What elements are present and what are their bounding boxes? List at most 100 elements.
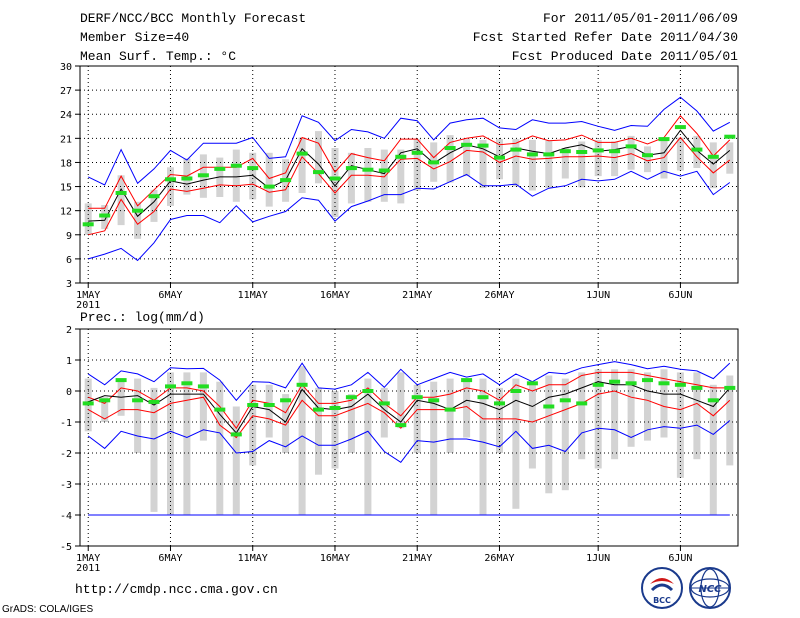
prec-range-bar [496, 387, 503, 453]
prec-range-bar [232, 406, 240, 515]
prec-y-tick-label: -1 [60, 418, 72, 429]
prec-x-tick-label: 6JUN [668, 553, 692, 564]
temp-x-tick-label: 6MAY [158, 290, 182, 301]
prec-range-bar [709, 384, 717, 515]
temp-observed-marker [707, 154, 719, 159]
temp-observed-marker [148, 194, 160, 199]
temp-observed-marker [197, 173, 209, 178]
prec-observed-marker [691, 385, 703, 390]
temp-x-tick-label: 26MAY [484, 290, 514, 301]
prec-observed-marker [362, 389, 374, 393]
temp-observed-marker [592, 148, 604, 153]
prec-range-bar [101, 397, 109, 422]
prec-range-bar [660, 369, 668, 438]
prec-x-tick-label: 26MAY [484, 553, 514, 564]
prec-range-bar [167, 372, 174, 515]
temp-range-bar [249, 152, 257, 200]
prec-y-tick-label: 0 [66, 387, 72, 398]
prec-observed-marker [214, 407, 226, 412]
prec-observed-marker [329, 406, 341, 410]
temp-range-bar [512, 139, 520, 187]
prec-observed-marker [461, 378, 473, 383]
temp-observed-marker [724, 134, 736, 139]
temp-observed-marker [477, 143, 489, 148]
temp-observed-marker [428, 160, 440, 165]
prec-range-bar [726, 375, 734, 466]
ncc-logo: NCC [689, 567, 731, 609]
bcc-logo-text: BCC [653, 596, 671, 605]
prec-observed-marker [181, 381, 193, 386]
prec-x-tick-label: 6MAY [158, 553, 182, 564]
temp-range-bar [644, 146, 651, 173]
temp-y-tick-label: 3 [66, 279, 72, 290]
prec-range-bar [199, 372, 207, 441]
forecast-period: For 2011/05/01-2011/06/09 [542, 11, 738, 26]
temp-x-tick-label: 1JUN [586, 290, 610, 301]
prec-range-bar [216, 381, 224, 515]
temp-observed-marker [510, 147, 522, 152]
prec-range-bar [397, 372, 405, 429]
prec-x-tick-label: 1JUN [586, 553, 610, 564]
prec-range-bar [282, 394, 290, 453]
prec-observed-marker [625, 381, 637, 386]
temp-x-tick-label: 21MAY [402, 290, 432, 301]
temp-mean-line [88, 129, 731, 222]
temp-observed-marker [411, 150, 423, 155]
temp-range-bar [413, 139, 421, 191]
prec-y-tick-label: -4 [60, 511, 72, 522]
temp-range-bar [611, 141, 619, 177]
prec-observed-marker [609, 379, 621, 384]
prec-observed-marker [428, 398, 440, 403]
prec-observed-marker [230, 432, 242, 437]
prec-range-bar [430, 381, 438, 515]
temp-observed-marker [132, 208, 144, 213]
temp-observed-marker [263, 184, 275, 189]
prec-y-tick-label: 2 [66, 325, 72, 336]
temp-x-tick-label: 6JUN [668, 290, 692, 301]
prec-observed-marker [115, 378, 127, 383]
prec-mean-line [88, 381, 731, 434]
temp-observed-marker [362, 167, 374, 172]
temp-observed-marker [691, 147, 703, 152]
temp-range-bar [726, 142, 734, 174]
precip-panel-title: Prec.: log(mm/d) [80, 310, 205, 325]
prec-observed-marker [263, 403, 275, 407]
temp-observed-marker [658, 137, 670, 142]
prec-observed-marker [707, 398, 719, 403]
prec-range-bar [315, 387, 322, 475]
prec-observed-marker [345, 395, 357, 400]
forecast-start-date: Fcst Started Refer Date 2011/04/30 [472, 30, 738, 45]
prec-observed-marker [296, 382, 308, 387]
prec-observed-marker [197, 384, 209, 389]
prec-observed-marker [658, 381, 670, 386]
temp-range-bar [627, 135, 635, 170]
source-url[interactable]: http://cmdp.ncc.cma.gov.cn [75, 582, 278, 597]
temp-observed-marker [609, 149, 621, 154]
temp-range-bar [693, 135, 701, 168]
prec-y-tick-label: 1 [66, 356, 72, 367]
temp-year-label: 2011 [76, 300, 100, 311]
prec-y-tick-label: -5 [60, 542, 72, 553]
prec-range-bar [265, 384, 273, 438]
ncc-logo-text: NCC [698, 584, 722, 595]
temp-observed-marker [313, 170, 324, 175]
temp-y-tick-label: 27 [60, 86, 72, 97]
prec-observed-marker [99, 398, 111, 403]
temp-x-tick-label: 1MAY [76, 290, 100, 301]
variable-label: Mean Surf. Temp.: °C [80, 49, 237, 64]
temp-observed-marker [280, 178, 292, 183]
temp-frame [79, 65, 739, 284]
prec-year-label: 2011 [76, 563, 100, 574]
temp-observed-marker [395, 154, 407, 159]
temp-y-tick-label: 21 [60, 134, 72, 145]
temp-observed-marker [82, 222, 94, 227]
temp-range-bar [298, 137, 306, 193]
prec-range-bar [644, 372, 651, 441]
temp-observed-marker [181, 176, 193, 181]
member-size-label: Member Size=40 [80, 30, 190, 45]
prec-range-bar [528, 384, 536, 469]
temp-range-bar [380, 149, 388, 202]
temperature-panel: 3 6 9 12 15 18 21 24 27 30 1MAY 6MAY 11MAY 16MAY 21MAY… [60, 62, 739, 311]
prec-observed-marker [247, 403, 259, 407]
